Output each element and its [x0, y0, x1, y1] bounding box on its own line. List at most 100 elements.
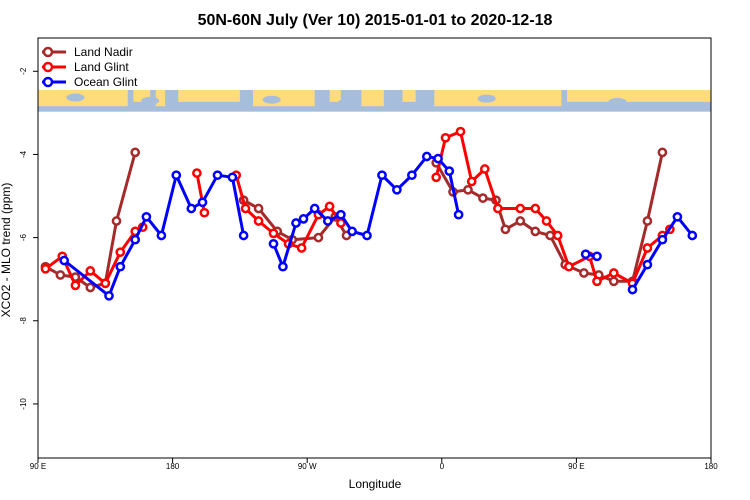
- x-tick-label: 180: [704, 462, 718, 471]
- data-point: [240, 203, 251, 214]
- legend-label: Ocean Glint: [74, 75, 138, 89]
- legend-marker: [42, 61, 54, 73]
- data-point: [130, 234, 141, 245]
- data-point: [500, 224, 511, 235]
- series-line: [434, 152, 664, 283]
- data-point: [268, 228, 279, 239]
- y-tick-label: -4: [19, 150, 28, 158]
- map-land: [178, 89, 240, 102]
- legend-marker: [42, 76, 54, 88]
- data-point: [296, 243, 307, 253]
- data-point: [324, 201, 335, 212]
- data-point: [313, 232, 324, 243]
- data-point: [608, 276, 619, 287]
- data-point: [579, 268, 589, 278]
- data-point: [55, 270, 66, 280]
- data-point: [564, 261, 574, 272]
- data-point: [455, 126, 466, 137]
- data-point: [479, 164, 490, 174]
- data-point: [85, 266, 96, 276]
- x-tick-label: 90 W: [298, 462, 317, 471]
- data-point: [197, 197, 208, 208]
- map-ocean-inlet: [337, 98, 356, 107]
- map-ocean-inlet: [262, 95, 281, 104]
- data-point: [347, 226, 357, 237]
- data-point: [592, 251, 602, 262]
- map-land: [155, 89, 166, 107]
- data-point: [268, 238, 279, 249]
- data-point: [130, 147, 141, 158]
- y-tick-label: -2: [19, 67, 28, 75]
- data-point: [227, 172, 238, 183]
- data-point: [377, 170, 387, 181]
- x-tick-label: 0: [440, 462, 445, 471]
- data-point: [309, 203, 320, 214]
- map-land: [567, 89, 711, 102]
- x-tick-label: 90 E: [568, 462, 584, 471]
- data-point: [192, 168, 202, 178]
- x-tick-label: 180: [166, 462, 180, 471]
- data-point: [199, 207, 210, 218]
- map-ocean-south: [38, 108, 711, 112]
- x-tick-label: 90 E: [30, 462, 46, 471]
- map-land: [133, 89, 151, 102]
- data-point: [433, 153, 443, 164]
- map-ocean-inlet: [141, 96, 160, 105]
- data-point: [657, 234, 668, 245]
- data-point: [552, 230, 563, 241]
- axes: 90 E 180 90 W 0 90 E 180 -2 -4 -6 -8 -10: [19, 37, 718, 471]
- data-point: [580, 249, 591, 260]
- y-axis-label: XCO2 - MLO trend (ppm): [0, 183, 13, 318]
- data-point: [115, 261, 126, 272]
- data-point: [672, 211, 683, 222]
- data-point: [440, 132, 451, 143]
- series-line: [434, 130, 671, 285]
- data-point: [478, 193, 488, 203]
- data-point: [530, 203, 541, 214]
- data-point: [642, 243, 653, 253]
- data-point: [608, 268, 619, 278]
- legend-item: Land Nadir: [42, 45, 133, 59]
- data-point: [407, 170, 417, 181]
- legend-label: Land Glint: [74, 60, 129, 74]
- data-point: [59, 255, 70, 266]
- series-layer: [40, 126, 698, 301]
- data-point: [104, 290, 114, 301]
- data-point: [322, 216, 333, 226]
- chart-title: 50N-60N July (Ver 10) 2015-01-01 to 2020…: [198, 12, 553, 29]
- data-point: [541, 216, 552, 226]
- data-point: [278, 261, 288, 272]
- data-point: [298, 214, 309, 224]
- data-point: [431, 172, 442, 183]
- legend-item: Land Glint: [42, 60, 129, 74]
- data-point: [421, 151, 432, 162]
- series-line: [631, 215, 694, 291]
- data-point: [453, 209, 464, 220]
- map-land: [402, 89, 416, 102]
- data-point: [392, 184, 402, 195]
- data-point: [493, 203, 503, 214]
- data-point: [156, 230, 167, 241]
- data-point: [115, 247, 126, 258]
- data-point: [85, 282, 96, 293]
- data-point: [100, 278, 111, 289]
- data-point: [545, 230, 556, 241]
- map-land: [252, 89, 315, 107]
- legend-marker: [42, 46, 54, 58]
- plot-frame: [37, 37, 712, 459]
- data-point: [642, 259, 653, 270]
- map-ocean-inlet: [66, 93, 85, 102]
- data-point: [515, 216, 526, 226]
- y-tick-label: -6: [19, 234, 28, 242]
- series-ocean-glint: [59, 151, 698, 301]
- data-point: [627, 284, 638, 295]
- data-point: [70, 280, 81, 291]
- data-point: [466, 176, 477, 187]
- data-point: [238, 230, 249, 241]
- legend-label: Land Nadir: [74, 45, 133, 59]
- map-ocean-inlet: [477, 94, 496, 103]
- data-point: [291, 218, 301, 228]
- data-point: [253, 203, 264, 214]
